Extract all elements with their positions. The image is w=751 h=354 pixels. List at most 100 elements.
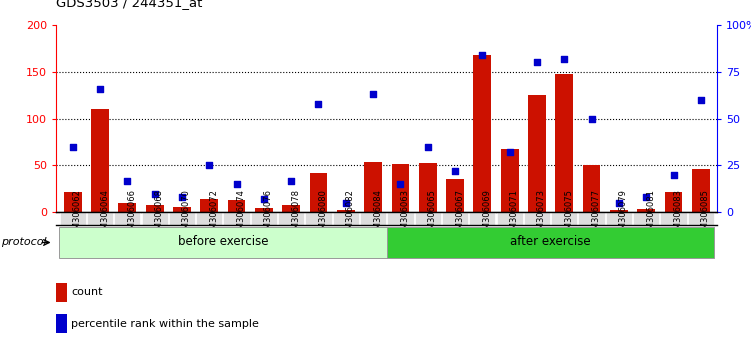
- Text: protocol: protocol: [2, 238, 47, 247]
- FancyBboxPatch shape: [551, 212, 578, 225]
- Text: GSM306067: GSM306067: [455, 189, 464, 240]
- Point: [285, 178, 297, 183]
- Point: [367, 91, 379, 97]
- FancyBboxPatch shape: [442, 212, 468, 225]
- Bar: [556, 74, 573, 212]
- FancyBboxPatch shape: [387, 227, 714, 258]
- Point: [94, 86, 106, 91]
- Point: [476, 52, 488, 58]
- Text: GSM306068: GSM306068: [155, 189, 164, 240]
- Bar: [665, 192, 683, 212]
- Bar: [528, 95, 546, 212]
- Text: GSM306066: GSM306066: [128, 189, 137, 240]
- Bar: [446, 179, 464, 212]
- Bar: [119, 203, 136, 212]
- Text: GSM306069: GSM306069: [482, 189, 491, 240]
- FancyBboxPatch shape: [333, 212, 359, 225]
- Text: GSM306083: GSM306083: [674, 189, 683, 240]
- FancyBboxPatch shape: [688, 212, 714, 225]
- Text: after exercise: after exercise: [511, 235, 591, 248]
- Text: GSM306080: GSM306080: [318, 189, 327, 240]
- Text: GSM306085: GSM306085: [701, 189, 710, 240]
- Point: [67, 144, 79, 149]
- Bar: [473, 55, 491, 212]
- FancyBboxPatch shape: [578, 212, 605, 225]
- Point: [312, 101, 324, 107]
- Text: GSM306078: GSM306078: [291, 189, 300, 240]
- FancyBboxPatch shape: [606, 212, 632, 225]
- Point: [394, 181, 406, 187]
- Point: [558, 56, 570, 61]
- Text: GSM306065: GSM306065: [428, 189, 437, 240]
- Text: GSM306072: GSM306072: [210, 189, 219, 240]
- Point: [122, 178, 134, 183]
- FancyBboxPatch shape: [224, 212, 249, 225]
- Point: [204, 162, 216, 168]
- FancyBboxPatch shape: [469, 212, 496, 225]
- Bar: [228, 200, 246, 212]
- Point: [258, 196, 270, 202]
- Point: [613, 200, 625, 206]
- Bar: [364, 162, 382, 212]
- Point: [531, 59, 543, 65]
- Bar: [419, 163, 436, 212]
- Bar: [64, 192, 82, 212]
- Text: GSM306063: GSM306063: [400, 189, 409, 240]
- FancyBboxPatch shape: [251, 212, 277, 225]
- Bar: [337, 210, 354, 212]
- Point: [640, 195, 652, 200]
- Point: [422, 144, 434, 149]
- Bar: [610, 210, 628, 212]
- FancyBboxPatch shape: [388, 212, 414, 225]
- FancyBboxPatch shape: [278, 212, 304, 225]
- Bar: [255, 208, 273, 212]
- Point: [339, 200, 351, 206]
- Text: GSM306081: GSM306081: [646, 189, 655, 240]
- Text: GSM306082: GSM306082: [345, 189, 354, 240]
- Text: GSM306077: GSM306077: [592, 189, 601, 240]
- Bar: [501, 149, 518, 212]
- Bar: [146, 205, 164, 212]
- Text: GSM306075: GSM306075: [564, 189, 573, 240]
- Point: [504, 149, 516, 155]
- Point: [176, 195, 188, 200]
- Text: GSM306064: GSM306064: [100, 189, 109, 240]
- Bar: [391, 164, 409, 212]
- Bar: [309, 173, 327, 212]
- Point: [586, 116, 598, 121]
- FancyBboxPatch shape: [524, 212, 550, 225]
- Point: [231, 181, 243, 187]
- FancyBboxPatch shape: [87, 212, 113, 225]
- Bar: [56, 314, 67, 333]
- Text: GSM306071: GSM306071: [510, 189, 519, 240]
- Bar: [56, 283, 67, 302]
- Bar: [282, 205, 300, 212]
- FancyBboxPatch shape: [496, 212, 523, 225]
- FancyBboxPatch shape: [141, 212, 167, 225]
- FancyBboxPatch shape: [660, 212, 686, 225]
- FancyBboxPatch shape: [59, 212, 86, 225]
- FancyBboxPatch shape: [59, 227, 387, 258]
- Point: [695, 97, 707, 103]
- Text: GSM306073: GSM306073: [537, 189, 546, 240]
- FancyBboxPatch shape: [415, 212, 441, 225]
- FancyBboxPatch shape: [360, 212, 386, 225]
- FancyBboxPatch shape: [114, 212, 140, 225]
- FancyBboxPatch shape: [633, 212, 659, 225]
- Text: count: count: [71, 287, 103, 297]
- Bar: [583, 165, 601, 212]
- Bar: [638, 209, 655, 212]
- Text: GSM306074: GSM306074: [237, 189, 246, 240]
- Text: GSM306079: GSM306079: [619, 189, 628, 240]
- FancyBboxPatch shape: [196, 212, 222, 225]
- Bar: [692, 169, 710, 212]
- FancyBboxPatch shape: [306, 212, 332, 225]
- FancyBboxPatch shape: [169, 212, 195, 225]
- Text: GSM306084: GSM306084: [373, 189, 382, 240]
- Bar: [91, 109, 109, 212]
- Point: [149, 191, 161, 196]
- Text: GDS3503 / 244351_at: GDS3503 / 244351_at: [56, 0, 203, 9]
- Text: GSM306070: GSM306070: [182, 189, 191, 240]
- Text: GSM306062: GSM306062: [73, 189, 82, 240]
- Text: GSM306076: GSM306076: [264, 189, 273, 240]
